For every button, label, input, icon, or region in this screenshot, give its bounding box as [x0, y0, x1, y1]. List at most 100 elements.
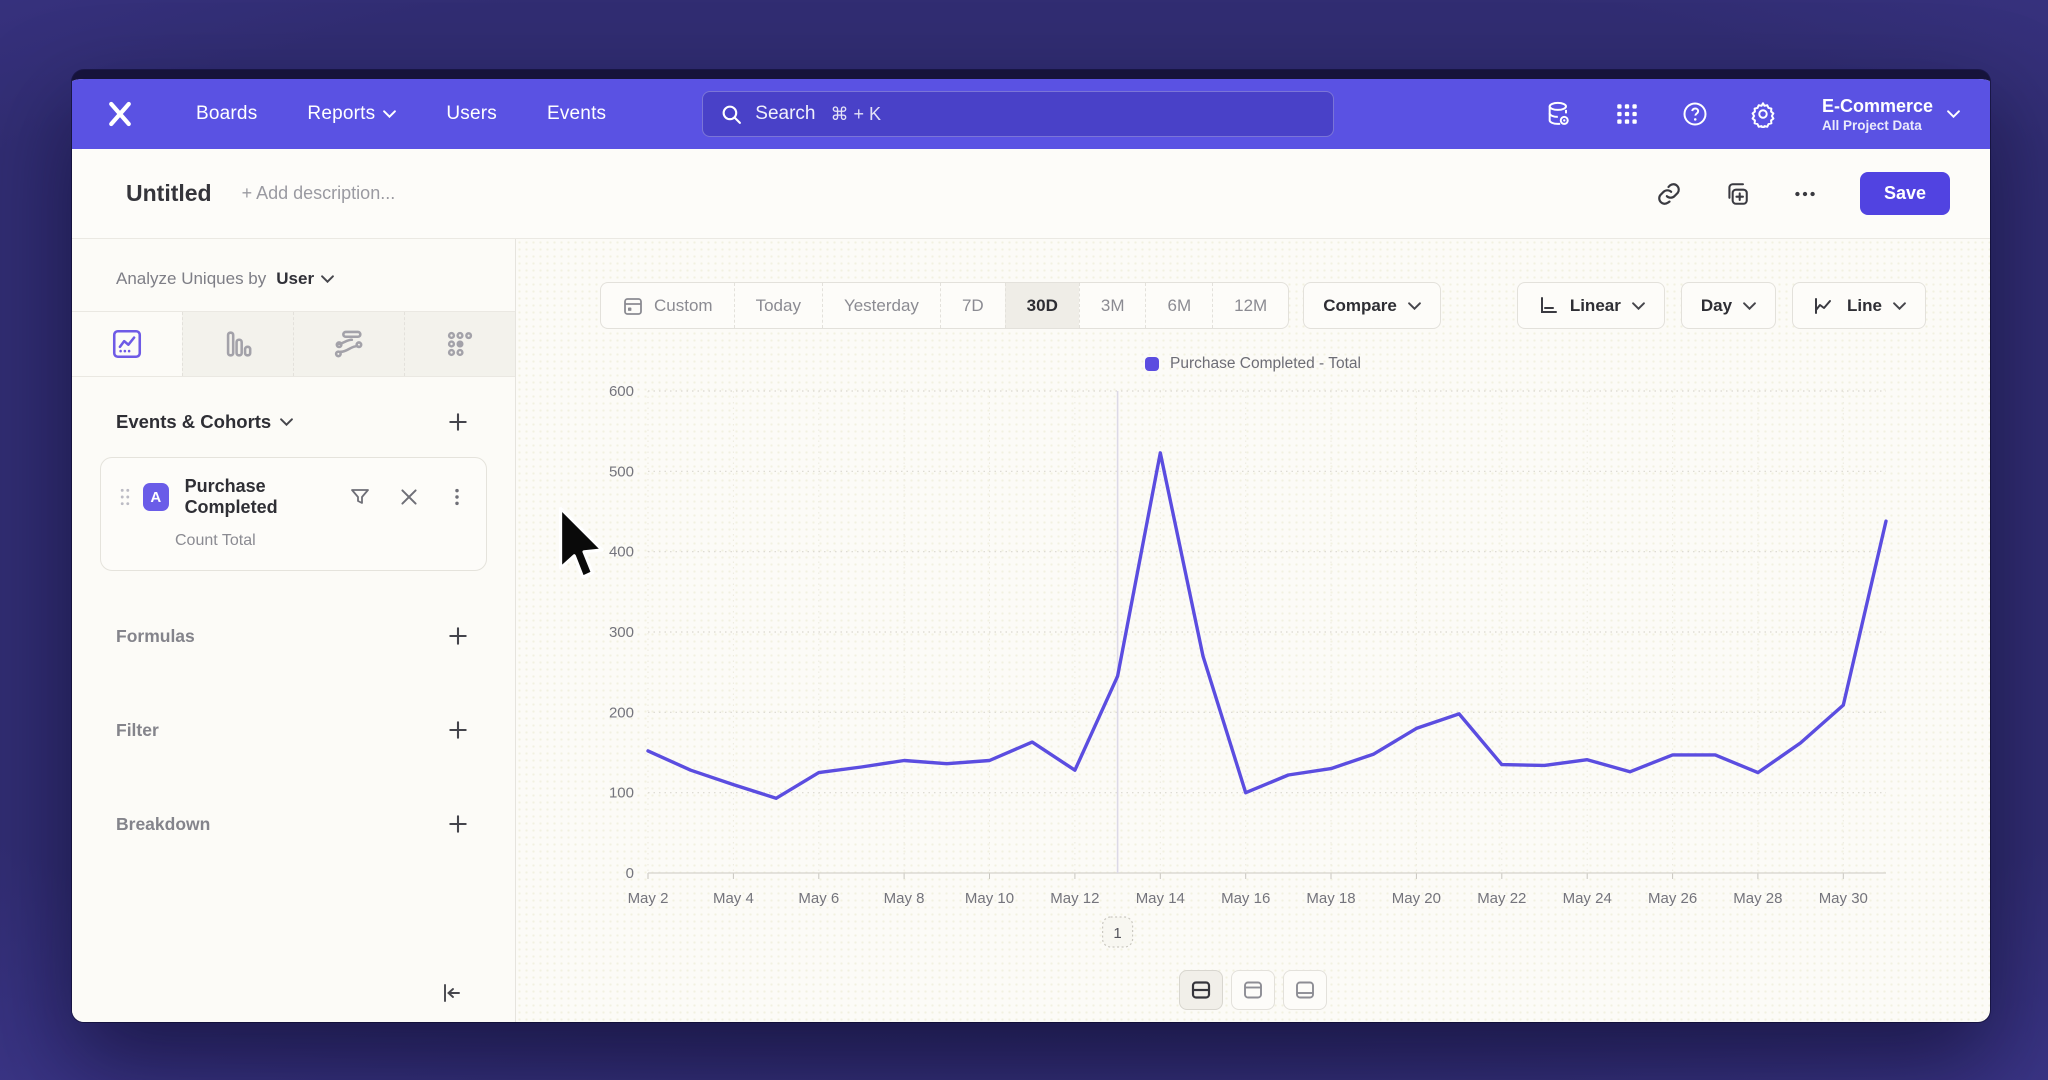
- date-range-6m[interactable]: 6M: [1145, 283, 1212, 328]
- more-options-icon[interactable]: [1792, 181, 1818, 207]
- duplicate-icon[interactable]: [1724, 181, 1750, 207]
- report-title[interactable]: Untitled: [126, 180, 212, 206]
- x-tick-label: May 30: [1819, 890, 1868, 907]
- line-chart-icon: [112, 329, 142, 359]
- project-switcher[interactable]: E-Commerce All Project Data: [1822, 95, 1960, 133]
- date-range-today[interactable]: Today: [733, 283, 822, 328]
- nav-item-label: Boards: [196, 103, 258, 124]
- drag-handle-icon[interactable]: [119, 487, 131, 507]
- x-tick-label: May 18: [1306, 890, 1355, 907]
- date-range-label: 7D: [961, 295, 984, 315]
- add-breakdown-button[interactable]: [445, 811, 471, 837]
- event-more-icon[interactable]: [446, 486, 468, 508]
- help-icon[interactable]: [1680, 99, 1710, 129]
- analyze-row: Analyze Uniques by User: [72, 239, 515, 311]
- nav-item-boards[interactable]: Boards: [196, 103, 257, 125]
- legend-swatch: [1145, 357, 1159, 371]
- scale-label: Linear: [1569, 295, 1621, 315]
- date-range-label: Today: [755, 295, 801, 315]
- x-tick-label: May 28: [1733, 890, 1782, 907]
- report-titlebar: Untitled + Add description...: [72, 149, 1990, 239]
- date-range-yesterday[interactable]: Yesterday: [821, 283, 940, 328]
- chart-display-controls: Linear Day Line: [1516, 282, 1926, 329]
- collapse-sidebar-icon[interactable]: [439, 981, 463, 1010]
- date-range-custom[interactable]: Custom: [601, 283, 734, 328]
- event-metric-dropdown[interactable]: Count Total: [175, 532, 256, 549]
- share-link-icon[interactable]: [1656, 181, 1682, 207]
- compare-dropdown[interactable]: Compare: [1303, 282, 1441, 329]
- analyze-by-dropdown[interactable]: User: [276, 269, 334, 289]
- chevron-down-icon: [1893, 301, 1906, 310]
- data-management-icon[interactable]: [1544, 99, 1574, 129]
- chart-toolbar: Custom Today Yesterday 7D 30D 3M 6M 12M Compare…: [600, 282, 1926, 329]
- chart-type-label: Line: [1847, 295, 1882, 315]
- annotation-badge[interactable]: [1101, 916, 1134, 948]
- project-scope: All Project Data: [1821, 117, 1922, 133]
- y-tick-label: 400: [609, 544, 634, 561]
- layout-bottom-icon: [1296, 981, 1314, 999]
- compare-label: Compare: [1323, 295, 1397, 315]
- filter-label: Filter: [116, 719, 159, 740]
- date-range-selector: Custom Today Yesterday 7D 30D 3M 6M 12M: [600, 282, 1290, 329]
- x-tick-label: May 20: [1392, 890, 1441, 907]
- settings-gear-icon[interactable]: [1748, 99, 1778, 129]
- tab-flows[interactable]: [293, 312, 404, 376]
- save-button[interactable]: Save: [1859, 172, 1950, 215]
- layout-split-icon: [1191, 981, 1211, 999]
- report-actions: Save: [1656, 172, 1950, 215]
- x-tick-label: May 8: [884, 890, 925, 907]
- date-range-3m[interactable]: 3M: [1078, 283, 1146, 328]
- annotation-label: 1: [1113, 925, 1121, 942]
- add-formula-button[interactable]: [445, 623, 471, 649]
- nav-item-users[interactable]: Users: [446, 103, 497, 125]
- y-tick-label: 0: [626, 865, 634, 882]
- event-filter-icon[interactable]: [348, 485, 372, 509]
- layout-bottom-panel-button[interactable]: [1283, 970, 1327, 1010]
- events-section-label: Events & Cohorts: [116, 411, 272, 432]
- interval-label: Day: [1700, 295, 1733, 315]
- chevron-down-icon: [1947, 110, 1960, 118]
- line-chart: May 2 May 4 May 6 May 8 May 10 May 12 May 14 Ma…: [556, 375, 1990, 970]
- x-tick-label: May 16: [1221, 890, 1270, 907]
- formulas-label: Formulas: [116, 625, 195, 646]
- interval-dropdown[interactable]: Day: [1680, 282, 1777, 329]
- remove-event-icon[interactable]: [398, 486, 420, 508]
- add-description-field[interactable]: + Add description...: [241, 183, 396, 203]
- nav-item-events[interactable]: Events: [547, 103, 606, 125]
- search-input[interactable]: Search ⌘ + K: [702, 91, 1335, 137]
- x-tick-label: May 6: [798, 890, 839, 907]
- date-range-label: Yesterday: [843, 295, 919, 315]
- x-tick-label: May 2: [628, 890, 669, 907]
- scale-dropdown[interactable]: Linear: [1516, 282, 1665, 329]
- layout-split-rows-button[interactable]: [1179, 970, 1223, 1010]
- bar-chart-icon: [226, 331, 252, 357]
- layout-top-panel-button[interactable]: [1231, 970, 1275, 1010]
- filter-section: Filter: [72, 717, 515, 743]
- events-section-header: Events & Cohorts: [72, 409, 515, 435]
- chevron-down-icon: [383, 110, 397, 118]
- add-filter-button[interactable]: [445, 717, 471, 743]
- search-shortcut: ⌘ + K: [830, 103, 881, 124]
- content-area: Analyze Uniques by User: [72, 239, 1990, 1022]
- date-range-7d[interactable]: 7D: [939, 283, 1005, 328]
- tab-funnels[interactable]: [182, 312, 293, 376]
- mixpanel-logo[interactable]: [102, 96, 138, 132]
- tab-insights[interactable]: [72, 312, 182, 376]
- chevron-down-icon: [1407, 301, 1421, 310]
- date-range-30d[interactable]: 30D: [1004, 283, 1079, 328]
- y-tick-label: 200: [609, 704, 634, 721]
- mixpanel-logo-icon: [109, 101, 131, 127]
- nav-item-label: Events: [546, 103, 607, 124]
- add-event-button[interactable]: [445, 409, 471, 435]
- nav-actions: E-Commerce All Project Data: [1544, 95, 1960, 133]
- date-range-12m[interactable]: 12M: [1212, 283, 1288, 328]
- nav-item-reports[interactable]: Reports: [307, 103, 397, 125]
- chart-type-dropdown[interactable]: Line: [1792, 282, 1926, 329]
- formulas-section: Formulas: [72, 623, 515, 649]
- tab-retention[interactable]: [404, 312, 515, 376]
- apps-grid-icon[interactable]: [1612, 99, 1642, 129]
- nav-item-label: Users: [446, 103, 497, 124]
- x-tick-label: May 14: [1136, 890, 1185, 907]
- events-section-dropdown[interactable]: Events & Cohorts: [116, 411, 294, 433]
- line-type-icon: [1815, 297, 1832, 314]
